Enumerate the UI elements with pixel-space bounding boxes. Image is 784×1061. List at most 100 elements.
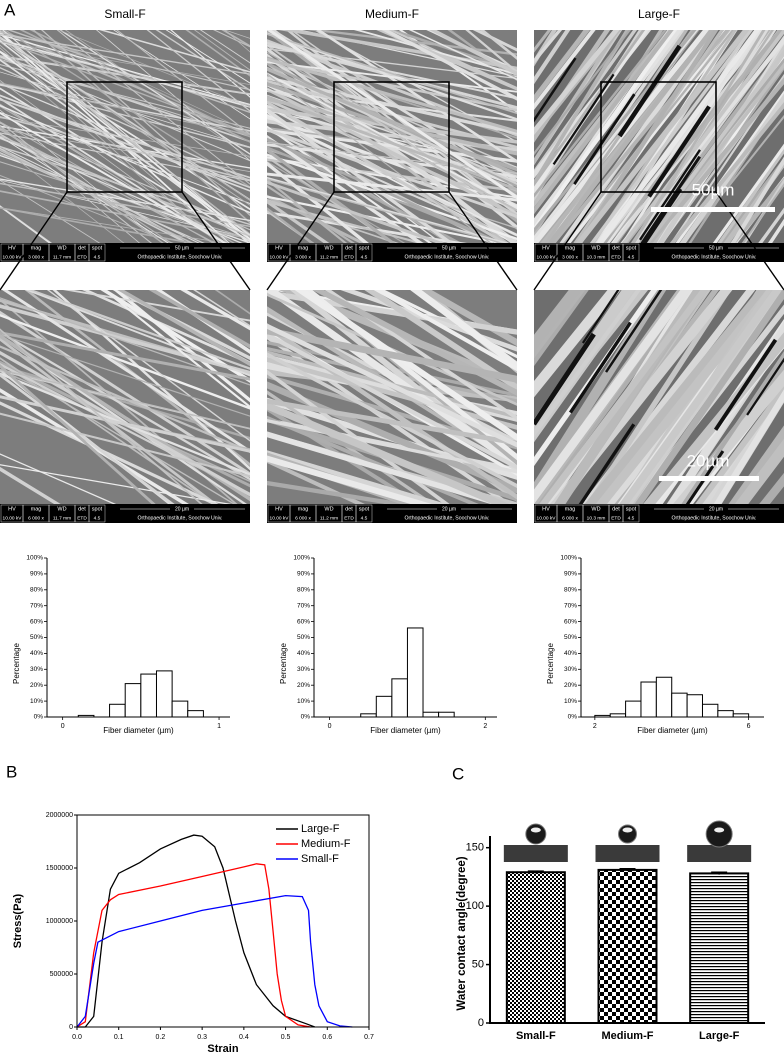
info-value: 10.3 mm <box>587 254 606 260</box>
fiber <box>0 125 250 169</box>
scale-label: 20 µm <box>709 506 723 512</box>
fiber <box>0 98 250 179</box>
info-value: 6 000 x <box>295 515 311 521</box>
fiber <box>0 97 228 243</box>
axis <box>46 558 230 718</box>
fiber <box>0 373 175 504</box>
x-tick-label: 0 <box>61 723 65 730</box>
fiber <box>0 395 250 453</box>
fiber <box>534 30 697 233</box>
fiber <box>267 176 510 243</box>
fiber <box>695 384 784 504</box>
fiber <box>199 30 250 64</box>
fiber <box>728 425 784 504</box>
info-value: ETD <box>77 515 87 521</box>
fiber <box>0 145 125 243</box>
fiber <box>270 290 517 333</box>
info-field: det <box>612 506 620 512</box>
y-tick-label: 50% <box>297 634 310 641</box>
info-cell <box>88 504 106 523</box>
info-value: 11.7 mm <box>53 515 71 521</box>
fiber <box>0 412 250 478</box>
fiber <box>267 327 517 383</box>
zoom-box <box>66 81 183 193</box>
info-field: HV <box>275 245 283 251</box>
fiber <box>0 370 250 430</box>
fiber <box>758 207 784 243</box>
y-tick-label: 70% <box>297 602 310 609</box>
fiber <box>267 76 517 135</box>
x-tick-label: 0.0 <box>72 1034 82 1041</box>
info-field: WD <box>324 245 333 251</box>
info-value: 6 000 x <box>28 515 44 521</box>
fiber <box>267 352 517 488</box>
fiber-gap <box>685 450 725 504</box>
fiber <box>534 30 620 136</box>
sem-info-bar: HV 10.00 kV mag 3 000 x WD 11.7 mm det ETD spot 4… <box>0 243 250 262</box>
scale-label-bg <box>437 506 461 512</box>
fiber <box>621 30 784 243</box>
fiber <box>117 290 250 367</box>
histogram-bar <box>155 670 173 718</box>
fiber <box>29 30 250 138</box>
zoom-line <box>0 191 68 291</box>
histogram-bar <box>640 681 657 718</box>
fiber <box>0 328 203 504</box>
fiber <box>646 77 784 243</box>
fibers <box>0 290 250 504</box>
legend-label: Medium-F <box>301 838 351 850</box>
fiber <box>267 450 447 504</box>
x-axis-label: Fiber diameter (µm) <box>637 726 708 735</box>
y-tick-label: 0% <box>34 714 44 721</box>
info-field: WD <box>57 245 66 251</box>
panel-label: A <box>4 0 16 19</box>
fiber <box>267 290 517 335</box>
fiber <box>563 30 735 243</box>
fiber <box>0 122 250 231</box>
fiber-gap <box>568 321 632 414</box>
fiber <box>534 290 621 398</box>
fiber <box>214 290 250 315</box>
fiber <box>534 290 635 438</box>
fiber <box>58 30 250 108</box>
info-field: WD <box>57 506 66 512</box>
fiber <box>0 125 164 243</box>
fiber <box>0 117 250 157</box>
fiber <box>193 290 250 327</box>
info-value: 3 000 x <box>295 254 311 260</box>
fiber <box>539 290 709 504</box>
fiber <box>148 290 250 349</box>
institute: Orthopaedic Institute, Soochow Univ. <box>405 515 490 521</box>
fiber <box>388 30 517 90</box>
fiber <box>534 30 571 85</box>
error-bar <box>711 871 728 875</box>
droplet <box>705 820 733 848</box>
fiber <box>294 290 517 442</box>
institute: Orthopaedic Institute, Soochow Univ. <box>138 254 223 260</box>
fiber <box>0 41 250 106</box>
fiber-gap <box>713 338 778 431</box>
y-tick-label: 90% <box>30 571 43 578</box>
fiber <box>267 67 517 176</box>
x-tick-label: 2 <box>483 723 487 730</box>
fiber <box>0 207 196 243</box>
fiber <box>267 292 517 406</box>
fiber <box>0 84 250 132</box>
info-field: WD <box>591 506 600 512</box>
fiber <box>534 290 586 359</box>
fiber <box>547 30 715 243</box>
fiber-gap <box>534 332 596 426</box>
info-value: 11.2 mm <box>320 254 338 260</box>
scale-label: 50 µm <box>709 245 723 251</box>
sem-info-bar: HV 10.00 kV mag 6 000 x WD 11.2 mm det ETD spot 4… <box>267 504 517 523</box>
info-cell <box>355 243 373 262</box>
fiber <box>267 128 517 243</box>
fiber <box>0 153 243 243</box>
fiber <box>621 30 760 243</box>
fiber <box>312 290 517 396</box>
fiber <box>657 44 784 243</box>
y-tick-label: 50 <box>472 958 484 970</box>
column-title: Large-F <box>638 7 680 21</box>
fiber <box>62 290 250 322</box>
fiber <box>267 194 367 243</box>
